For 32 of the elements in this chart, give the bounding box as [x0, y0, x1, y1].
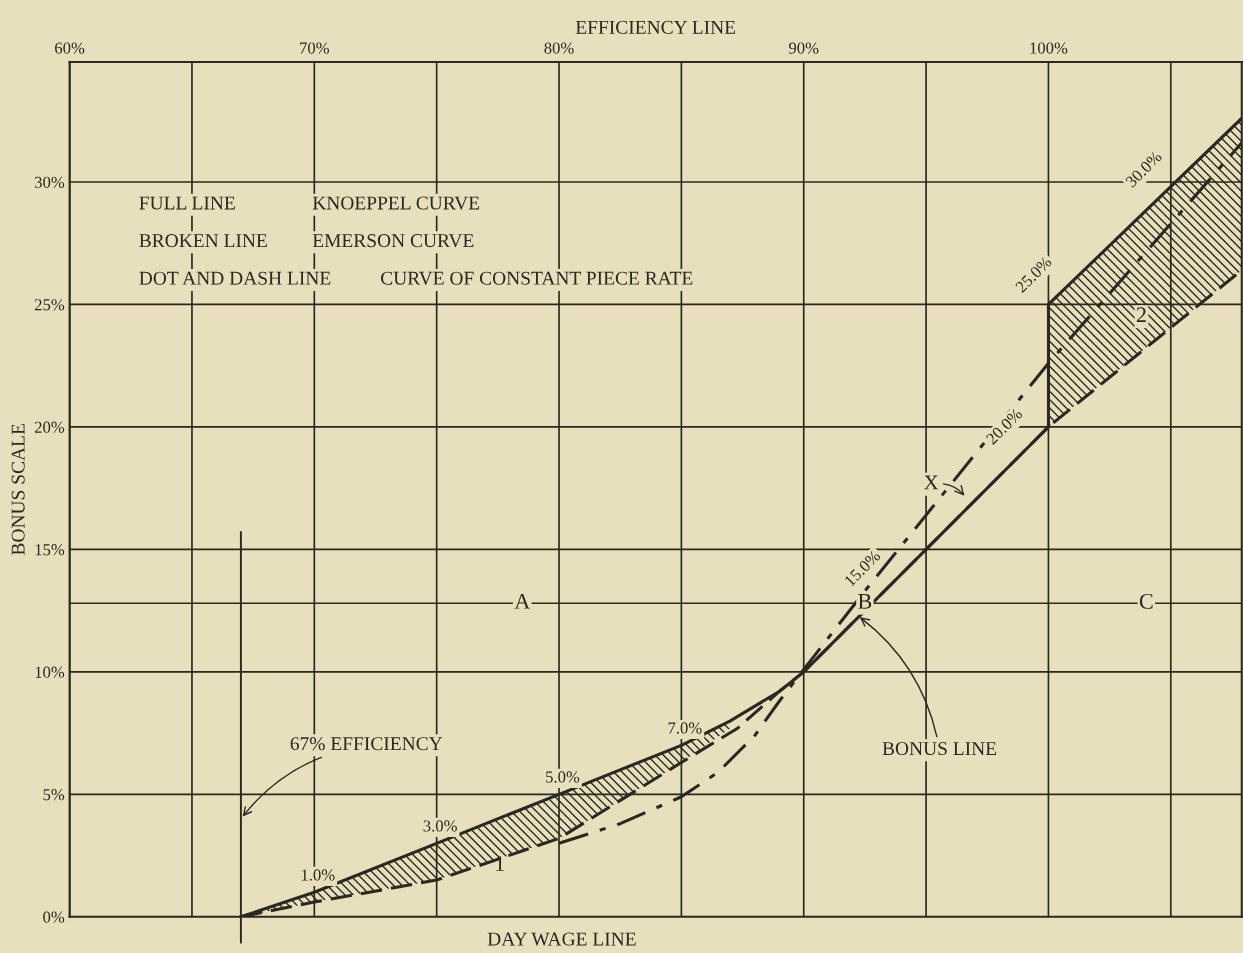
y-tick-label: 10% — [35, 666, 65, 678]
x-axis-title: EFFICIENCY LINE — [575, 20, 736, 34]
y-tick-label: 0% — [43, 911, 65, 923]
x-tick-label: 60% — [55, 42, 85, 54]
annotation: B — [858, 594, 872, 609]
annotation: BONUS LINE — [882, 742, 997, 756]
annotation: A — [514, 593, 531, 609]
annotation: FULL LINE — [139, 196, 235, 210]
annotation: X — [924, 475, 939, 490]
annotation: 2 — [1136, 307, 1146, 323]
x-tick-label: 90% — [788, 42, 819, 54]
x-tick-label: 70% — [300, 42, 330, 54]
y-tick-label: 30% — [34, 176, 65, 188]
annotation: CURVE OF CONSTANT PIECE RATE — [381, 271, 693, 285]
annotation: 67% EFFICIENCY — [290, 737, 443, 751]
y-tick-label: 15% — [35, 544, 65, 556]
annotation: 7.0% — [668, 722, 702, 734]
y-tick-label: 20% — [34, 421, 65, 433]
annotation: EMERSON CURVE — [312, 234, 474, 248]
annotation: 5.0% — [546, 771, 580, 783]
y-tick-label: 25% — [34, 299, 65, 311]
annotation: KNOEPPEL CURVE — [312, 196, 480, 210]
y-axis-title: BONUS SCALE — [11, 424, 25, 555]
annotation: 1.0% — [301, 869, 335, 881]
annotation: DOT AND DASH LINE — [139, 271, 331, 285]
text: DAY WAGE LINE — [487, 932, 636, 946]
x-tick-label: 80% — [544, 42, 574, 54]
y-tick-label: 5% — [43, 789, 65, 801]
x-tick-label: 100% — [1030, 42, 1068, 54]
annotation: BROKEN LINE — [139, 234, 267, 248]
annotation: 3.0% — [423, 820, 457, 832]
annotation: C — [1139, 593, 1153, 609]
